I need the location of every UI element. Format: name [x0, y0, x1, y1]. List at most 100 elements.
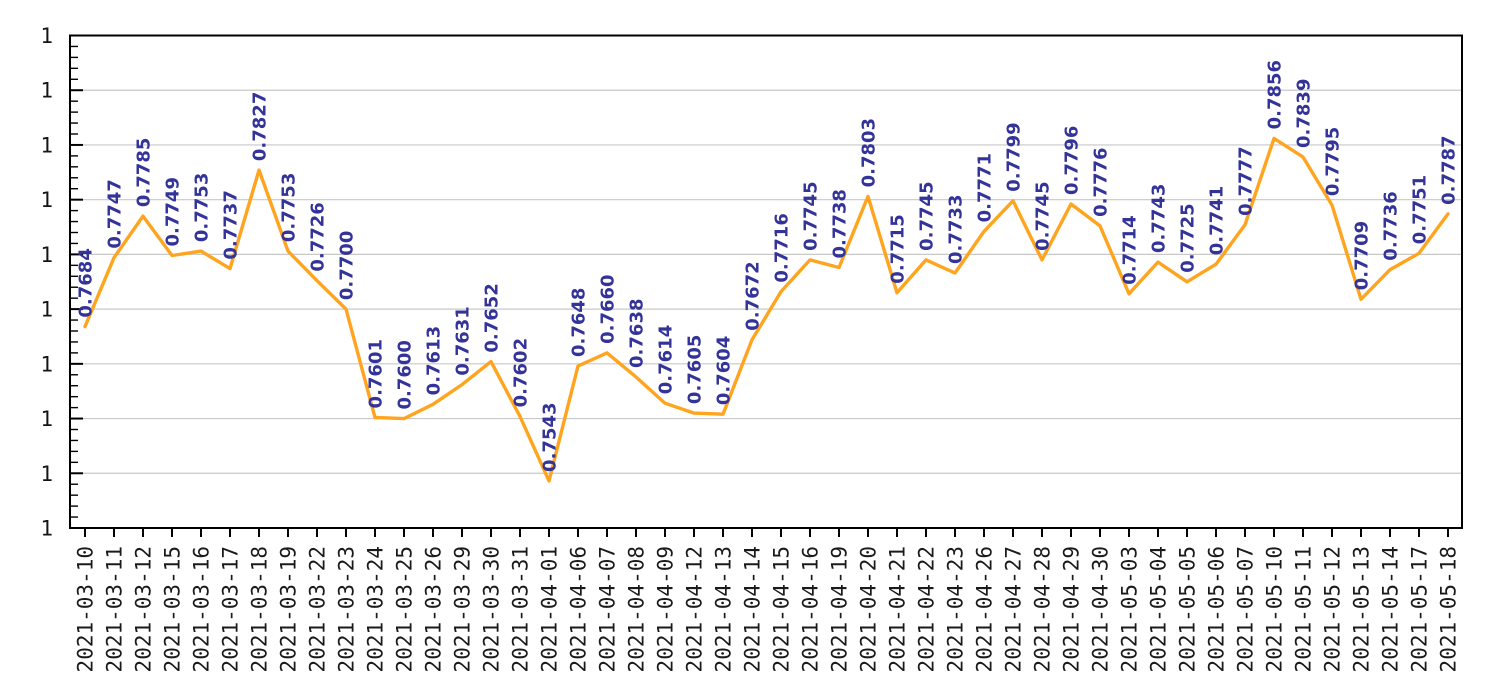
x-tick-label: 2021-04-23 [944, 546, 968, 672]
point-value-label: 0.7827 [250, 92, 271, 161]
point-value-label: 0.7796 [1062, 126, 1083, 195]
point-value-label: 0.7777 [1236, 146, 1257, 215]
x-tick-label: 2021-03-18 [248, 546, 272, 672]
point-value-label: 0.7738 [830, 189, 851, 258]
x-tick-label: 2021-04-09 [654, 546, 678, 672]
point-value-label: 0.7638 [627, 298, 648, 367]
x-tick-label: 2021-04-08 [625, 546, 649, 672]
x-tick-label: 2021-05-18 [1437, 546, 1461, 672]
x-tick-label: 2021-04-15 [770, 546, 794, 672]
point-value-label: 0.7660 [598, 274, 619, 343]
x-tick-label: 2021-04-29 [1060, 546, 1084, 672]
point-value-label: 0.7753 [279, 173, 300, 242]
point-value-label: 0.7543 [540, 402, 561, 471]
x-tick-label: 2021-04-07 [596, 546, 620, 672]
x-tick-label: 2021-04-26 [973, 546, 997, 672]
x-tick-label: 2021-04-12 [683, 546, 707, 672]
series-line [83, 136, 1450, 483]
point-value-label: 0.7716 [772, 213, 793, 282]
x-tick-label: 2021-04-13 [712, 546, 736, 672]
y-tick-label: 1 [40, 352, 53, 376]
point-value-label: 0.7614 [656, 325, 677, 394]
point-value-label: 0.7753 [192, 173, 213, 242]
x-tick-label: 2021-03-26 [422, 546, 446, 672]
point-value-label: 0.7736 [1381, 191, 1402, 260]
x-tick-label: 2021-05-05 [1176, 546, 1200, 672]
point-value-label: 0.7613 [424, 326, 445, 395]
x-tick-label: 2021-05-12 [1321, 546, 1345, 672]
x-tick-label: 2021-05-11 [1292, 546, 1316, 672]
y-tick-label: 1 [40, 298, 53, 322]
point-value-label: 0.7700 [337, 231, 358, 300]
point-value-label: 0.7602 [511, 338, 532, 407]
point-value-label: 0.7714 [1120, 215, 1141, 284]
x-tick-label: 2021-03-22 [306, 546, 330, 672]
y-tick-label: 1 [40, 133, 53, 157]
x-tick-label: 2021-03-19 [277, 546, 301, 672]
point-value-label: 0.7601 [366, 339, 387, 408]
point-value-label: 0.7733 [946, 195, 967, 264]
y-tick-label: 1 [40, 243, 53, 267]
y-tick-label: 1 [40, 24, 53, 48]
point-value-label: 0.7709 [1352, 221, 1373, 290]
point-value-label: 0.7631 [453, 306, 474, 375]
x-tick-label: 2021-04-28 [1031, 546, 1055, 672]
x-tick-label: 2021-03-17 [219, 546, 243, 672]
x-tick-label: 2021-03-12 [132, 546, 156, 672]
point-value-label: 0.7856 [1265, 60, 1286, 129]
x-tick-label: 2021-03-29 [451, 546, 475, 672]
x-tick-label: 2021-03-24 [364, 546, 388, 672]
point-value-label: 0.7672 [743, 261, 764, 330]
x-tick-label: 2021-04-06 [567, 546, 591, 672]
x-tick-label: 2021-04-21 [886, 546, 910, 672]
x-tick-label: 2021-04-19 [828, 546, 852, 672]
point-value-label: 0.7799 [1004, 122, 1025, 191]
y-tick-label: 1 [40, 407, 53, 431]
x-tick-label: 2021-03-23 [335, 546, 359, 672]
x-tick-label: 2021-05-13 [1350, 546, 1374, 672]
point-value-label: 0.7604 [714, 336, 735, 405]
point-value-label: 0.7726 [308, 202, 329, 271]
plot-border [69, 34, 1463, 529]
x-tick-label: 2021-03-10 [74, 546, 98, 672]
point-value-label: 0.7776 [1091, 147, 1112, 216]
x-tick-label: 2021-04-22 [915, 546, 939, 672]
point-value-label: 0.7605 [685, 335, 706, 404]
point-value-label: 0.7684 [76, 248, 97, 317]
point-value-label: 0.7725 [1178, 203, 1199, 272]
x-tick-label: 2021-05-17 [1408, 546, 1432, 672]
x-tick-label: 2021-03-31 [509, 546, 533, 672]
x-tick-label: 2021-05-14 [1379, 546, 1403, 672]
point-value-label: 0.7715 [888, 214, 909, 283]
x-tick-label: 2021-03-11 [103, 546, 127, 672]
point-value-label: 0.7745 [1033, 181, 1054, 250]
point-value-label: 0.7741 [1207, 186, 1228, 255]
x-tick-label: 2021-05-03 [1118, 546, 1142, 672]
point-value-label: 0.7745 [917, 181, 938, 250]
point-value-label: 0.7795 [1323, 127, 1344, 196]
x-tick-label: 2021-03-15 [161, 546, 185, 672]
x-tick-label: 2021-03-25 [393, 546, 417, 672]
point-value-label: 0.7803 [859, 118, 880, 187]
x-tick-label: 2021-05-10 [1263, 546, 1287, 672]
point-value-label: 0.7600 [395, 340, 416, 409]
point-value-label: 0.7749 [163, 177, 184, 246]
x-tick-label: 2021-04-30 [1089, 546, 1113, 672]
point-value-label: 0.7785 [134, 138, 155, 207]
y-tick-label: 1 [40, 188, 53, 212]
x-tick-label: 2021-05-07 [1234, 546, 1258, 672]
point-value-label: 0.7839 [1294, 79, 1315, 148]
x-tick-label: 2021-04-14 [741, 546, 765, 672]
x-tick-label: 2021-03-30 [480, 546, 504, 672]
x-tick-label: 2021-04-16 [799, 546, 823, 672]
point-value-label: 0.7648 [569, 288, 590, 357]
point-value-label: 0.7737 [221, 190, 242, 259]
point-value-label: 0.7771 [975, 153, 996, 222]
point-value-label: 0.7743 [1149, 184, 1170, 253]
x-tick-label: 2021-04-27 [1002, 546, 1026, 672]
point-value-label: 0.7787 [1439, 135, 1460, 204]
x-tick-label: 2021-05-06 [1205, 546, 1229, 672]
x-tick-label: 2021-03-16 [190, 546, 214, 672]
